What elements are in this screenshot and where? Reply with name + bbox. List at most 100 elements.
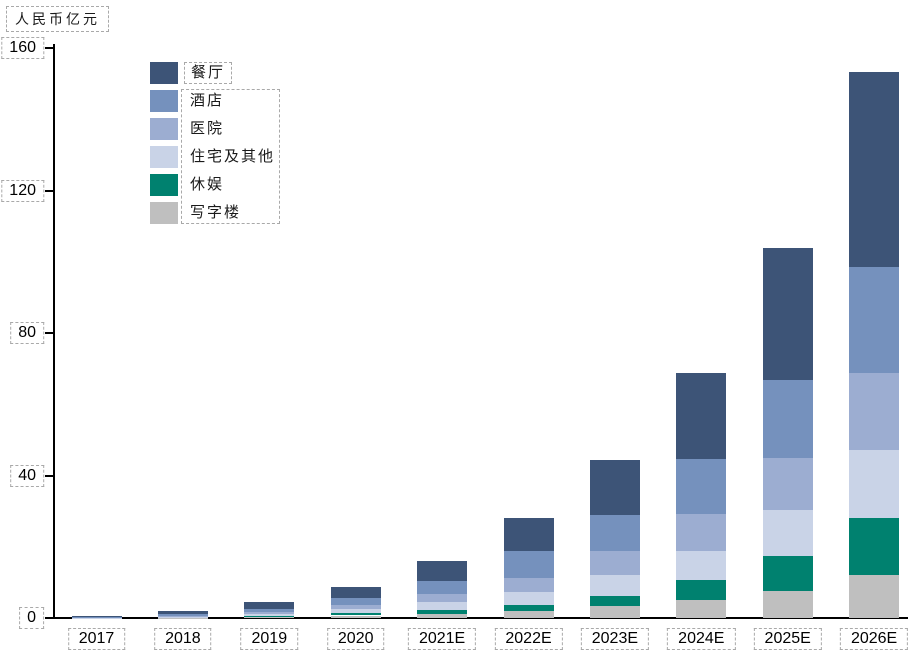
legend-swatch — [150, 202, 178, 224]
y-tick-label: 0 — [19, 607, 44, 629]
y-tick-mark — [45, 617, 53, 619]
bar-segment — [157, 617, 208, 618]
bar-segment — [330, 587, 381, 599]
bar-segment — [157, 615, 208, 617]
bar-segment — [71, 616, 122, 618]
y-tick-mark — [45, 474, 53, 477]
legend-label: 住宅及其他 — [190, 149, 276, 165]
x-axis-label: 2022E — [494, 628, 563, 650]
bar-segment — [676, 513, 727, 551]
bar-segment — [762, 591, 813, 618]
bar-segment — [417, 609, 468, 615]
legend-label: 写字楼 — [190, 205, 242, 221]
bar-segment — [244, 612, 295, 615]
legend-item: 休娱 — [150, 174, 230, 196]
legend-label: 餐厅 — [184, 62, 233, 84]
bar-segment — [589, 606, 640, 618]
legend-swatch — [150, 90, 178, 112]
legend-swatch — [150, 62, 178, 84]
legend-item: 住宅及其他 — [150, 146, 281, 168]
legend-item: 酒店 — [150, 90, 230, 112]
legend-swatch — [150, 146, 178, 168]
bar-segment — [157, 617, 208, 619]
bar-segment — [244, 609, 295, 613]
bar-segment — [849, 450, 900, 519]
bar-segment — [330, 615, 381, 618]
legend-label: 休娱 — [190, 177, 225, 193]
legend-swatch — [150, 174, 178, 196]
bar-segment — [244, 617, 295, 618]
bar-segment — [762, 380, 813, 459]
x-axis-label: 2018 — [154, 628, 212, 650]
bar-segment — [71, 617, 122, 619]
bar-segment — [676, 372, 727, 460]
legend-swatch — [150, 118, 178, 140]
bar-segment — [589, 551, 640, 575]
legend-item: 写字楼 — [150, 202, 247, 224]
legend-item: 医院 — [150, 118, 230, 140]
x-axis-label: 2023E — [580, 628, 650, 650]
bar-segment — [417, 593, 468, 603]
bar-segment — [244, 602, 295, 610]
y-tick-mark — [45, 47, 53, 49]
bar-segment — [330, 598, 381, 606]
bar-segment — [762, 556, 813, 592]
legend-label: 酒店 — [190, 93, 225, 109]
bar-segment — [589, 574, 640, 596]
legend-item: 餐厅 — [150, 62, 233, 84]
bar-segment — [676, 600, 727, 618]
bar-segment — [417, 561, 468, 581]
x-axis-label: 2024E — [667, 628, 736, 650]
bar-segment — [417, 580, 468, 594]
bar-segment — [849, 574, 900, 618]
bar-segment — [157, 614, 208, 616]
y-axis-unit-label: 人民币亿元 — [6, 6, 109, 32]
x-axis-label: 2025E — [753, 628, 822, 650]
bar-segment — [589, 595, 640, 607]
bar-segment — [503, 551, 554, 579]
legend-label: 医院 — [190, 121, 225, 137]
x-axis-line — [53, 617, 908, 619]
y-tick-label: 40 — [10, 464, 44, 487]
bar-segment — [503, 604, 554, 612]
bar-segment — [503, 578, 554, 593]
y-tick-mark — [45, 189, 53, 192]
x-axis-label: 2019 — [240, 628, 299, 650]
bar-segment — [417, 614, 468, 618]
bar-segment — [676, 459, 727, 514]
bar-segment — [244, 616, 295, 618]
bar-segment — [330, 613, 381, 616]
bar-segment — [503, 517, 554, 552]
bar-segment — [244, 614, 295, 617]
bar-segment — [71, 617, 122, 618]
bar-segment — [676, 579, 727, 601]
y-axis-line — [53, 44, 55, 619]
y-tick-label: 120 — [1, 179, 44, 202]
bar-segment — [762, 458, 813, 511]
bar-segment — [417, 602, 468, 610]
bar-segment — [157, 611, 208, 615]
bar-segment — [849, 518, 900, 575]
bar-segment — [849, 267, 900, 374]
y-tick-label: 80 — [10, 322, 44, 344]
bar-segment — [503, 592, 554, 605]
bar-segment — [589, 515, 640, 551]
bar-segment — [503, 611, 554, 618]
bar-segment — [157, 616, 208, 618]
bar-segment — [71, 615, 122, 617]
x-axis-label: 2020 — [326, 628, 385, 650]
y-tick-label: 160 — [1, 37, 44, 59]
bar-segment — [589, 460, 640, 516]
y-tick-mark — [45, 332, 53, 334]
x-axis-label: 2021E — [407, 628, 477, 650]
x-axis-label: 2017 — [67, 628, 126, 650]
bar-segment — [762, 247, 813, 381]
bar-segment — [676, 550, 727, 580]
x-axis-label: 2026E — [839, 628, 909, 650]
bar-segment — [849, 373, 900, 451]
bar-segment — [330, 605, 381, 610]
bar-segment — [330, 609, 381, 613]
bar-segment — [762, 510, 813, 557]
bar-segment — [849, 72, 900, 268]
